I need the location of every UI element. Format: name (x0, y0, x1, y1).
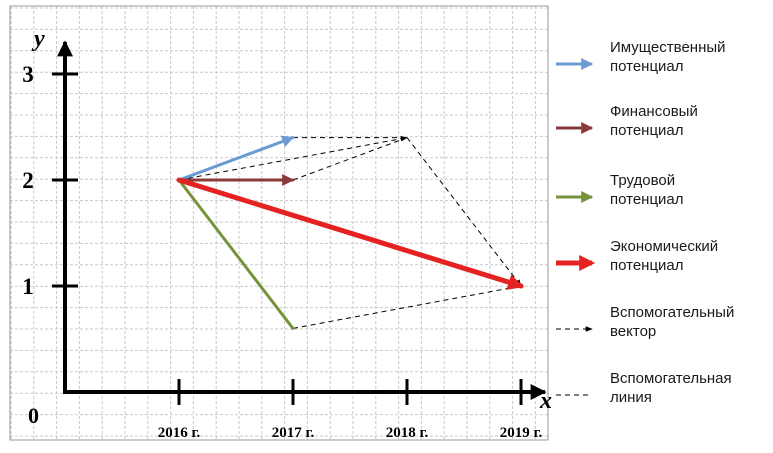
x-tick-label: 2018 г. (386, 425, 429, 441)
legend-item-aux-line: Вспомогательная линия (556, 370, 732, 406)
auxiliary-lines-layer (178, 135, 522, 329)
auxiliary-vector (178, 135, 408, 181)
legend-label: Экономический потенциал (610, 238, 718, 274)
coordinate-axes: y x 0 (28, 26, 552, 428)
legend-item-labour: Трудовой потенциал (556, 172, 684, 208)
legend-item-financial: Финансовый потенциал (556, 103, 698, 139)
x-tick-label: 2017 г. (272, 425, 315, 441)
x-tick-label: 2016 г. (158, 425, 201, 441)
property-vector (177, 135, 295, 182)
legend-label: Вспомогательный вектор (610, 304, 734, 340)
x-tick-label: 2019 г. (500, 425, 543, 441)
economic-vector (176, 177, 525, 290)
vectors-layer (176, 135, 525, 330)
x-axis-name: x (539, 388, 552, 414)
legend-item-property: Имущественный потенциал (556, 39, 726, 75)
legend-label: Трудовой потенциал (610, 172, 684, 208)
legend-item-aux-vector: Вспомогательный вектор (556, 304, 734, 340)
auxiliary-line (292, 137, 408, 181)
legend: Имущественный потенциал Финансовый потенциа… (556, 39, 734, 406)
legend-label: Финансовый потенциал (610, 103, 698, 139)
y-tick-label: 3 (22, 62, 34, 87)
labour-vector (177, 178, 295, 330)
legend-item-economic: Экономический потенциал (556, 238, 718, 274)
y-tick-label: 2 (22, 168, 34, 193)
grid-border (9, 5, 549, 441)
auxiliary-line (292, 285, 522, 329)
legend-label: Имущественный потенциал (610, 39, 726, 75)
y-axis-name: y (31, 26, 45, 52)
legend-label: Вспомогательная линия (610, 370, 732, 406)
y-tick-label: 1 (22, 274, 34, 299)
axis-ticks: 2016 г. 2017 г. 2018 г. 2019 г. 1 2 3 (22, 62, 542, 441)
auxiliary-vector (406, 137, 522, 287)
origin-label: 0 (28, 403, 39, 428)
background-grid (9, 5, 549, 441)
